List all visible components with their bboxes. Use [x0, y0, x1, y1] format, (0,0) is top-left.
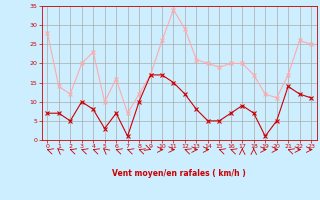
X-axis label: Vent moyen/en rafales ( km/h ): Vent moyen/en rafales ( km/h ) [112, 169, 246, 178]
